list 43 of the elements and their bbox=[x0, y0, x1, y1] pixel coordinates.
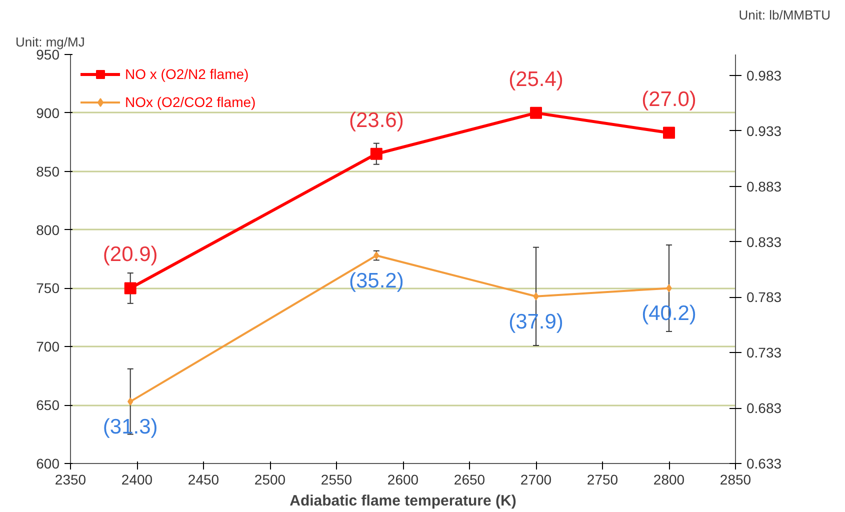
annotation: (27.0) bbox=[642, 88, 696, 111]
x-tick-label: 2850 bbox=[720, 472, 752, 488]
legend-label: NO x (O2/N2 flame) bbox=[125, 66, 249, 82]
annotation: (23.6) bbox=[348, 108, 404, 132]
y-tick-label: 750 bbox=[36, 280, 60, 296]
x-tick-label: 2700 bbox=[520, 472, 552, 488]
y-tick-label: 800 bbox=[36, 222, 60, 238]
annotation: (20.9) bbox=[102, 243, 158, 266]
y2-tick-label: 0.683 bbox=[746, 400, 782, 416]
x-tick-label: 2350 bbox=[54, 472, 86, 488]
point bbox=[370, 148, 382, 160]
y2-tick-label: 0.633 bbox=[746, 456, 782, 472]
x-tick-label: 2650 bbox=[454, 472, 486, 488]
point bbox=[128, 398, 134, 406]
x-tick-label: 2800 bbox=[653, 472, 685, 488]
point bbox=[663, 126, 675, 139]
point bbox=[124, 282, 136, 294]
y2-tick-label: 0.883 bbox=[746, 178, 782, 194]
y-axis-title: Unit: mg/MJ bbox=[16, 34, 85, 50]
point bbox=[530, 106, 542, 119]
y-tick-label: 850 bbox=[36, 163, 60, 180]
point bbox=[533, 292, 539, 300]
y2-tick-label: 0.783 bbox=[746, 289, 782, 306]
y-tick-label: 650 bbox=[36, 397, 60, 414]
point bbox=[666, 284, 672, 292]
x-axis-title: Adiabatic flame temperature (K) bbox=[290, 492, 516, 510]
y-tick-label: 900 bbox=[36, 104, 60, 121]
x-tick-label: 2500 bbox=[254, 472, 286, 488]
y2-axis-title: Unit: lb/MMBTU bbox=[738, 8, 831, 22]
y2-tick-label: 0.833 bbox=[746, 234, 782, 250]
x-tick-label: 2600 bbox=[387, 472, 419, 488]
y-tick-label: 600 bbox=[36, 456, 60, 472]
legend-label: NOx (O2/CO2 flame) bbox=[125, 94, 256, 110]
y2-tick-label: 0.933 bbox=[746, 122, 782, 139]
y-tick-label: 700 bbox=[36, 338, 60, 355]
annotation: (25.4) bbox=[508, 68, 564, 91]
x-tick-label: 2400 bbox=[121, 472, 153, 488]
y2-tick-label: 0.983 bbox=[746, 68, 782, 84]
x-tick-label: 2450 bbox=[188, 472, 220, 488]
y2-tick-label: 0.733 bbox=[746, 344, 782, 361]
annotation: (35.2) bbox=[348, 269, 404, 292]
x-tick-label: 2550 bbox=[320, 472, 352, 488]
x-tick-label: 2750 bbox=[586, 472, 618, 488]
